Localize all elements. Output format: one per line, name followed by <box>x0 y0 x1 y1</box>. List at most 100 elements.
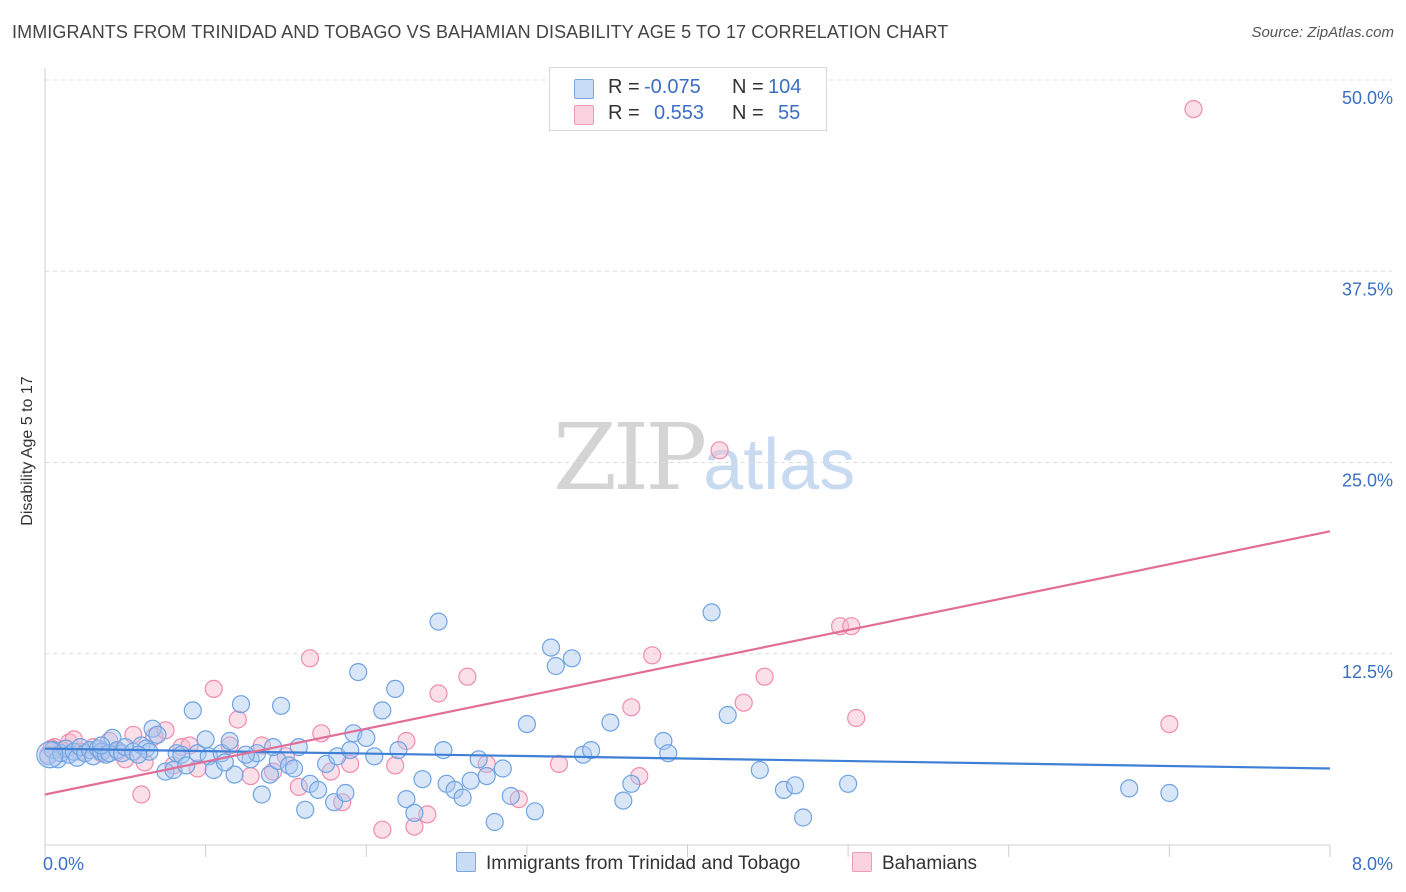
point-bahamians <box>842 617 861 636</box>
point-immigrants <box>129 745 148 764</box>
point-immigrants <box>225 765 244 784</box>
point-bahamians <box>132 785 151 804</box>
point-immigrants <box>774 780 794 800</box>
point-bahamians <box>458 667 477 686</box>
point-immigrants <box>517 714 537 734</box>
trend-line-bahamians <box>44 530 1331 796</box>
stats-swatch-immigrants <box>574 79 594 99</box>
point-bahamians <box>1184 99 1203 119</box>
point-immigrants <box>461 771 480 790</box>
point-immigrants <box>793 808 813 827</box>
point-bahamians <box>847 708 866 728</box>
x-tick-label: 0.0% <box>43 854 84 874</box>
point-immigrants <box>546 656 565 676</box>
point-immigrants <box>493 759 512 778</box>
watermark-zip: ZIP <box>553 404 707 511</box>
point-immigrants <box>349 662 368 682</box>
point-bahamians <box>405 817 424 836</box>
watermark-atlas: atlas <box>703 425 856 505</box>
stats-n-label: N = <box>732 102 764 124</box>
point-bahamians <box>373 820 392 839</box>
point-bahamians <box>386 756 405 775</box>
point-immigrants <box>601 713 620 732</box>
point-immigrants <box>357 728 376 748</box>
stats-r-label: R = <box>608 76 640 98</box>
point-immigrants <box>541 638 561 657</box>
point-immigrants <box>260 765 279 784</box>
source-label: Source: ZipAtlas.com <box>1251 24 1394 41</box>
point-immigrants <box>272 696 291 715</box>
stats-n-value: 104 <box>768 76 802 98</box>
point-bahamians <box>549 754 569 774</box>
y-tick-label: 12.5% <box>1342 662 1393 682</box>
point-bahamians <box>241 766 260 786</box>
x-tick-label: 8.0% <box>1352 854 1393 874</box>
point-immigrants <box>702 603 721 622</box>
point-immigrants <box>220 731 239 751</box>
point-immigrants <box>405 803 424 823</box>
legend-label-immigrants: Immigrants from Trinidad and Tobago <box>486 853 801 874</box>
point-immigrants <box>365 747 384 766</box>
point-immigrants <box>196 730 215 749</box>
legend-swatch-bahamians <box>852 852 872 872</box>
point-immigrants <box>373 701 392 720</box>
legend-label-bahamians: Bahamians <box>882 853 978 874</box>
stats-box: R = -0.075 N = 104 R = 0.553 N = 55 <box>549 67 827 131</box>
point-immigrants <box>1160 783 1179 803</box>
point-immigrants <box>309 780 328 800</box>
point-immigrants <box>413 770 432 789</box>
point-immigrants <box>477 766 496 786</box>
point-bahamians <box>710 441 729 460</box>
point-immigrants <box>838 774 858 793</box>
point-immigrants <box>296 800 315 819</box>
stats-n-label: N = <box>732 76 764 98</box>
y-tick-label: 50.0% <box>1342 88 1393 108</box>
stats-n-value: 55 <box>778 102 801 124</box>
point-immigrants <box>581 740 601 760</box>
legend-item-immigrants: Immigrants from Trinidad and Tobago <box>456 852 800 875</box>
point-immigrants <box>434 740 453 760</box>
legend-swatch-immigrants <box>456 852 476 872</box>
point-immigrants <box>453 788 472 807</box>
point-immigrants <box>252 785 271 804</box>
point-bahamians <box>264 762 283 781</box>
point-immigrants <box>562 649 582 668</box>
point-bahamians <box>734 693 753 712</box>
point-bahamians <box>755 667 774 686</box>
point-bahamians <box>1160 714 1179 734</box>
point-immigrants <box>389 740 408 760</box>
point-immigrants <box>341 740 360 760</box>
point-immigrants <box>469 750 488 769</box>
point-immigrants <box>525 802 545 821</box>
point-immigrants <box>718 705 737 725</box>
point-immigrants <box>501 786 520 806</box>
point-immigrants <box>785 776 805 795</box>
legend-item-bahamians: Bahamians <box>852 852 977 875</box>
stats-r-value: 0.553 <box>654 102 705 124</box>
stats-r-value: -0.075 <box>644 76 701 98</box>
point-immigrants <box>143 719 162 738</box>
point-immigrants <box>386 679 405 699</box>
watermark: ZIPatlas <box>553 404 855 511</box>
point-immigrants <box>188 744 207 763</box>
point-immigrants <box>485 812 504 832</box>
point-immigrants <box>750 760 769 780</box>
point-immigrants <box>183 701 202 720</box>
point-immigrants <box>397 789 416 809</box>
y-tick-label: 25.0% <box>1342 471 1393 491</box>
point-immigrants <box>336 783 355 803</box>
point-immigrants <box>1120 779 1139 798</box>
point-immigrants <box>284 759 304 778</box>
point-bahamians <box>289 777 308 797</box>
chart-title: IMMIGRANTS FROM TRINIDAD AND TOBAGO VS B… <box>12 22 949 42</box>
point-immigrants <box>429 612 448 631</box>
point-bahamians <box>622 698 641 717</box>
stats-r-label: R = <box>608 102 640 124</box>
trend-line-immigrants <box>44 747 1331 770</box>
point-bahamians <box>300 649 320 668</box>
point-immigrants <box>231 695 251 714</box>
point-bahamians <box>643 646 662 665</box>
point-bahamians <box>204 679 223 699</box>
point-bahamians <box>228 710 247 729</box>
